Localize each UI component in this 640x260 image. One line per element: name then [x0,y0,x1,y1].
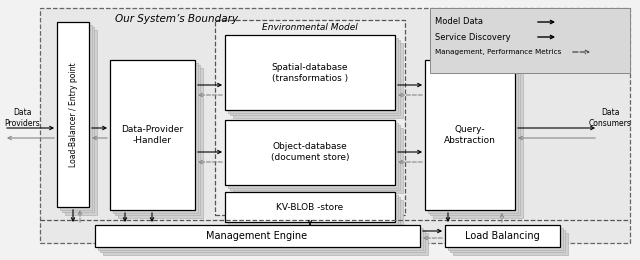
Bar [433,68,522,218]
Bar [230,125,400,190]
Bar [225,192,395,222]
Bar [57,22,89,207]
Text: Data
Providers: Data Providers [4,108,40,128]
Bar [62,27,94,212]
Bar [452,232,568,255]
Text: Load Balancing: Load Balancing [465,231,540,241]
Text: Environmental Model: Environmental Model [262,23,358,32]
Bar [227,37,397,113]
Bar [232,127,403,192]
Bar [450,230,565,252]
Text: Service Discovery: Service Discovery [435,32,511,42]
Bar [225,35,395,110]
Text: Data-Provider
-Handler: Data-Provider -Handler [121,125,183,145]
Text: Data
Consumers: Data Consumers [589,108,632,128]
Text: Object-database
(document store): Object-database (document store) [271,142,349,162]
Text: Spatial-database
(transformatios ): Spatial-database (transformatios ) [272,63,348,83]
Bar [230,197,400,227]
Bar [227,194,397,224]
Text: KV-BLOB -store: KV-BLOB -store [276,203,344,211]
Bar [110,60,195,210]
Text: Management Engine: Management Engine [207,231,308,241]
Bar [430,65,520,215]
Bar [215,20,405,215]
Bar [430,8,630,73]
Bar [428,62,518,212]
Text: Management, Performance Metrics: Management, Performance Metrics [435,49,561,55]
Bar [227,122,397,187]
Text: Our System’s Boundary: Our System’s Boundary [115,14,238,24]
Bar [445,225,560,247]
Bar [95,225,420,247]
Text: Load-Balancer / Entry point: Load-Balancer / Entry point [68,63,77,167]
Bar [60,24,92,210]
Bar [230,40,400,115]
Bar [65,29,97,214]
Bar [100,230,425,252]
Text: Model Data: Model Data [435,17,483,27]
Bar [113,62,198,212]
Bar [115,65,200,215]
Bar [425,60,515,210]
Text: Query-
Abstraction: Query- Abstraction [444,125,496,145]
Bar [232,199,403,230]
Bar [225,120,395,185]
Bar [447,228,563,250]
Bar [118,68,202,218]
Bar [102,232,428,255]
Bar [232,42,403,118]
Bar [97,228,422,250]
